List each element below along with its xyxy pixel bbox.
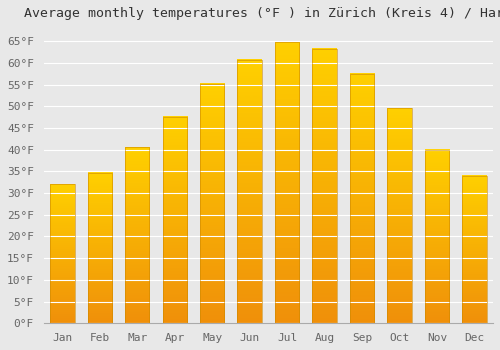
- Bar: [350, 74, 374, 323]
- Title: Average monthly temperatures (°F ) in Zürich (Kreis 4) / Hard: Average monthly temperatures (°F ) in Zü…: [24, 7, 500, 20]
- Bar: [388, 108, 411, 323]
- Bar: [50, 184, 74, 323]
- Bar: [162, 117, 187, 323]
- Bar: [275, 42, 299, 323]
- Bar: [424, 150, 449, 323]
- Bar: [88, 173, 112, 323]
- Bar: [125, 147, 150, 323]
- Bar: [200, 84, 224, 323]
- Bar: [312, 49, 336, 323]
- Bar: [462, 176, 486, 323]
- Bar: [238, 60, 262, 323]
